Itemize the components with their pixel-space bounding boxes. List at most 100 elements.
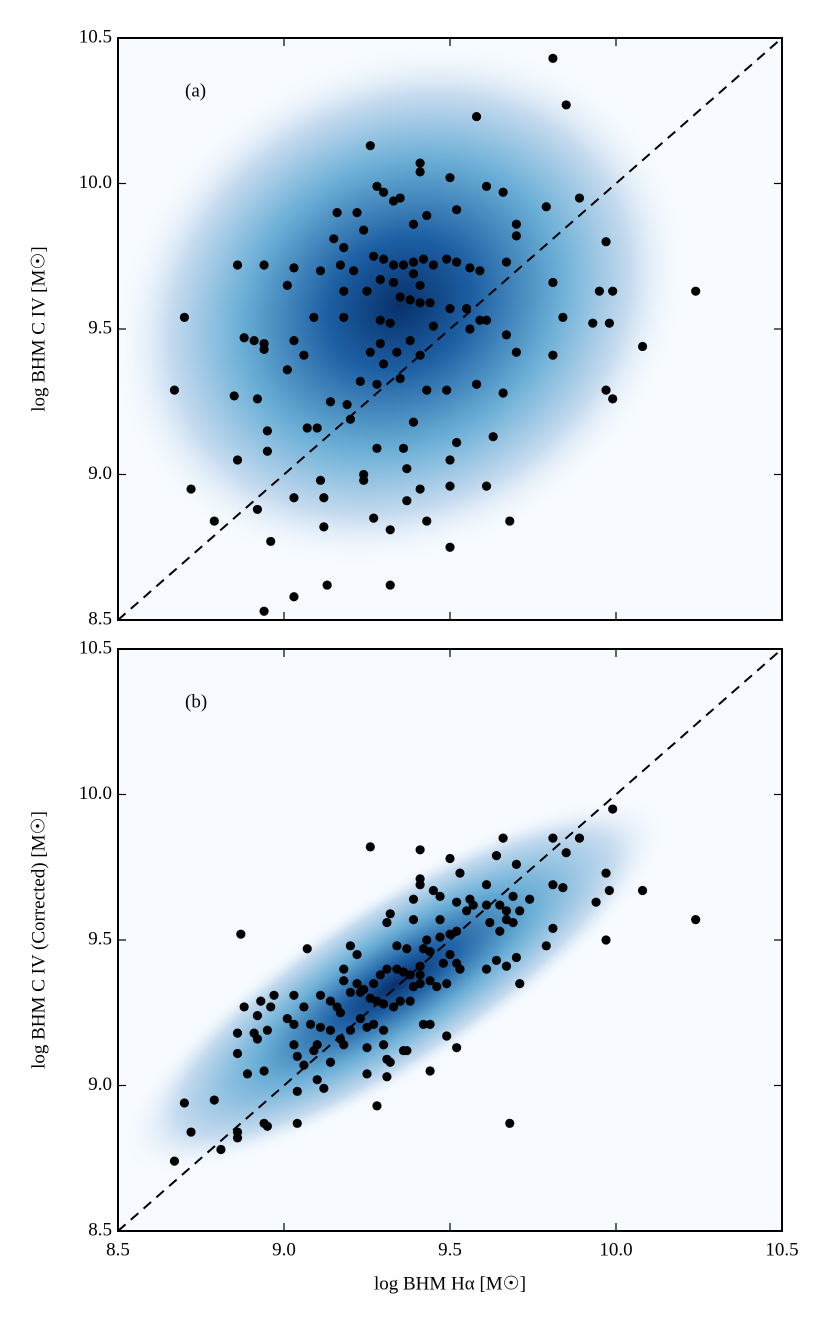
point [299,1002,309,1012]
point [594,286,605,296]
point [379,1040,389,1050]
point [511,219,521,229]
point [481,880,492,890]
point [452,257,462,267]
point [558,312,568,322]
point [385,318,395,328]
y-tick-label: 8.5 [88,1219,112,1240]
x-tick-label: 10.0 [599,1239,632,1260]
point [601,385,611,395]
point [498,187,508,197]
point [355,1013,365,1024]
point [452,897,462,907]
point [415,979,425,989]
point [561,100,571,110]
point [289,592,299,602]
point [325,1057,336,1067]
point [362,286,372,296]
point [405,996,415,1006]
point [445,929,455,939]
point [339,976,349,986]
point [282,280,292,290]
point [402,464,412,474]
point [408,219,419,229]
point [382,917,392,928]
point [322,580,332,590]
point [408,894,419,904]
x-tick-label: 9.0 [272,1239,296,1260]
point [691,286,701,296]
point [315,475,326,485]
point [179,1098,189,1108]
point [637,885,648,896]
x-tick-label: 8.5 [106,1239,130,1260]
point [498,833,508,843]
y-tick-label: 10.5 [79,637,112,658]
point [325,996,336,1006]
x-tick-label: 9.5 [438,1239,462,1260]
point [379,1025,389,1035]
point [369,1019,379,1029]
point [445,949,455,960]
point [375,315,385,325]
point [259,260,269,270]
point [392,347,402,357]
point [574,193,585,203]
point [452,205,462,215]
point [335,1034,346,1044]
point [422,516,432,526]
point [209,516,219,526]
point [548,350,558,360]
point [262,1025,272,1035]
point [402,944,412,954]
point [379,999,389,1009]
point [425,1066,435,1076]
point [445,853,455,864]
point [475,266,485,276]
point [608,286,618,296]
point [548,53,558,63]
point [491,851,502,861]
point [515,906,525,916]
point [319,522,329,532]
y-tick-label: 10.0 [79,172,112,193]
point [511,347,521,357]
point [415,970,425,980]
point [388,277,399,288]
point [339,312,349,322]
point [345,414,355,424]
point [438,958,448,968]
point [408,269,419,279]
point [319,493,329,503]
point [425,976,435,986]
point [481,481,492,491]
point [266,1002,276,1012]
point [369,251,379,261]
point [601,935,611,945]
point [422,385,432,395]
point [395,373,405,384]
point [591,897,601,907]
point [402,1045,412,1056]
point [372,379,382,389]
point [415,167,425,177]
point [269,990,279,1000]
point [388,260,399,270]
point [312,423,322,433]
point [435,915,445,925]
point [289,336,299,346]
point [239,333,249,343]
point [501,257,512,267]
point [249,336,259,346]
point [415,845,425,855]
point [574,833,585,843]
point [232,260,243,270]
y-tick-label: 9.5 [88,317,112,338]
point [481,900,492,910]
point [601,868,611,878]
y-tick-label: 9.0 [88,463,112,484]
y-tick-label: 9.5 [88,928,112,949]
axes-frame [117,37,783,621]
point [415,961,425,971]
point [442,979,452,989]
